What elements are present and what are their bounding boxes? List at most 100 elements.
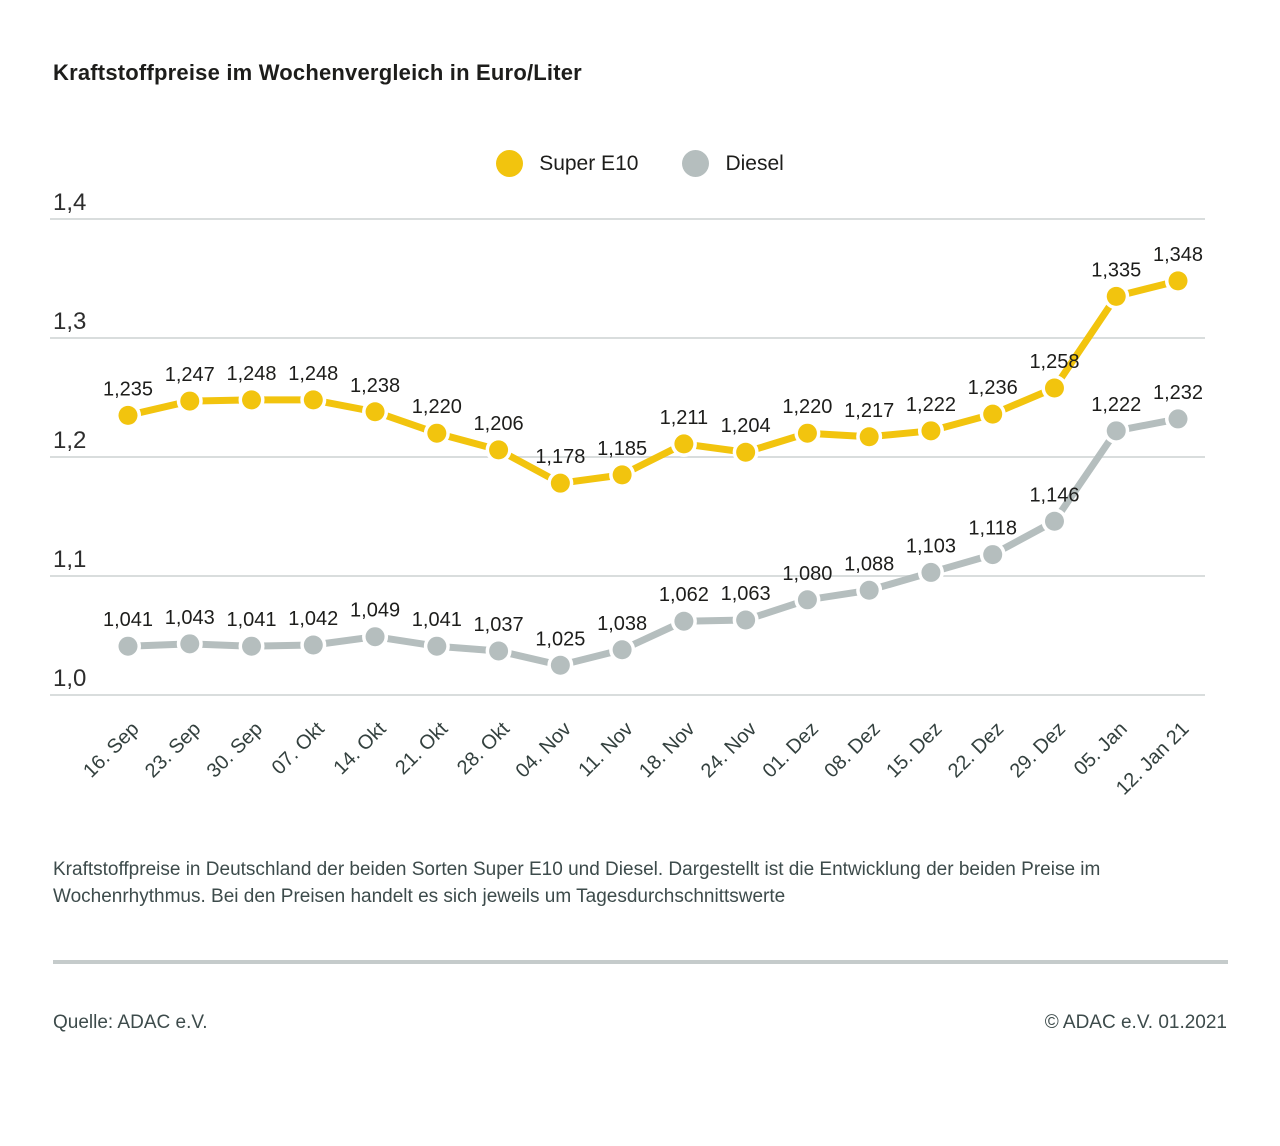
data-point-marker bbox=[489, 641, 509, 661]
data-point-label: 1,185 bbox=[597, 438, 647, 460]
legend-label: Super E10 bbox=[539, 151, 639, 175]
data-point-label: 1,222 bbox=[1091, 394, 1141, 416]
data-point-label: 1,222 bbox=[906, 394, 956, 416]
legend-item: Super E10 bbox=[496, 150, 638, 177]
footer-divider bbox=[53, 960, 1228, 964]
source-text: Quelle: ADAC e.V. bbox=[53, 1012, 208, 1033]
data-point-marker bbox=[118, 636, 138, 656]
x-axis-tick-label: 04. Nov bbox=[512, 718, 576, 782]
data-point-label: 1,049 bbox=[350, 600, 400, 622]
data-point-marker bbox=[303, 390, 323, 410]
copyright-text: © ADAC e.V. 01.2021 bbox=[1044, 1012, 1227, 1033]
page-title: Kraftstoffpreise im Wochenvergleich in E… bbox=[53, 60, 582, 85]
x-axis-tick-label: 15. Dez bbox=[882, 718, 946, 782]
x-axis-tick-label: 23. Sep bbox=[141, 718, 205, 782]
x-axis-tick-label: 05. Jan bbox=[1070, 718, 1132, 780]
data-point-label: 1,146 bbox=[1029, 484, 1079, 506]
data-point-label: 1,204 bbox=[721, 415, 771, 437]
x-axis-tick-label: 28. Okt bbox=[453, 718, 514, 779]
data-point-label: 1,235 bbox=[103, 378, 153, 400]
data-point-label: 1,247 bbox=[165, 364, 215, 386]
data-point-label: 1,025 bbox=[535, 628, 585, 650]
y-axis-tick-label: 1,4 bbox=[53, 189, 86, 216]
data-point-marker bbox=[859, 427, 879, 447]
data-point-label: 1,041 bbox=[226, 609, 276, 631]
data-point-marker bbox=[674, 434, 694, 454]
x-axis-tick-label: 22. Dez bbox=[944, 718, 1008, 782]
data-point-marker bbox=[797, 423, 817, 443]
legend-label: Diesel bbox=[725, 151, 784, 175]
data-point-label: 1,220 bbox=[782, 396, 832, 418]
data-point-marker bbox=[1044, 378, 1064, 398]
legend-dot-icon bbox=[682, 150, 710, 177]
data-point-label: 1,248 bbox=[288, 363, 338, 385]
y-axis-tick-label: 1,3 bbox=[53, 308, 86, 335]
data-point-marker bbox=[1168, 271, 1188, 291]
data-point-marker bbox=[180, 391, 200, 411]
data-point-label: 1,236 bbox=[968, 377, 1018, 399]
legend-dot-icon bbox=[496, 150, 524, 177]
data-point-marker bbox=[736, 442, 756, 462]
data-point-marker bbox=[612, 465, 632, 485]
y-axis-tick-label: 1,2 bbox=[53, 427, 86, 454]
data-point-marker bbox=[921, 421, 941, 441]
data-point-marker bbox=[550, 473, 570, 493]
data-point-label: 1,042 bbox=[288, 608, 338, 630]
x-axis-tick-label: 29. Dez bbox=[1006, 718, 1070, 782]
data-point-marker bbox=[1168, 409, 1188, 429]
data-point-marker bbox=[427, 636, 447, 656]
data-point-marker bbox=[427, 423, 447, 443]
data-point-label: 1,038 bbox=[597, 613, 647, 635]
data-point-label: 1,080 bbox=[782, 563, 832, 585]
data-point-label: 1,041 bbox=[412, 609, 462, 631]
y-axis-tick-label: 1,0 bbox=[53, 665, 86, 692]
data-point-marker bbox=[242, 636, 262, 656]
x-axis-tick-label: 16. Sep bbox=[79, 718, 143, 782]
data-point-marker bbox=[303, 635, 323, 655]
data-point-marker bbox=[1106, 286, 1126, 306]
data-point-label: 1,062 bbox=[659, 584, 709, 606]
x-axis-tick-label: 14. Okt bbox=[329, 718, 390, 779]
data-point-label: 1,211 bbox=[660, 407, 709, 429]
x-axis-tick-label: 07. Okt bbox=[268, 718, 329, 779]
x-axis-tick-label: 18. Nov bbox=[635, 718, 699, 782]
data-point-marker bbox=[1044, 511, 1064, 531]
x-axis-tick-label: 24. Nov bbox=[697, 718, 761, 782]
data-point-marker bbox=[180, 634, 200, 654]
data-point-marker bbox=[736, 610, 756, 630]
data-point-label: 1,206 bbox=[474, 413, 524, 435]
data-point-label: 1,043 bbox=[165, 607, 215, 629]
chart-caption: Kraftstoffpreise in Deutschland der beid… bbox=[53, 859, 1101, 907]
data-point-marker bbox=[983, 404, 1003, 424]
data-point-label: 1,041 bbox=[103, 609, 153, 631]
data-point-marker bbox=[489, 440, 509, 460]
data-point-marker bbox=[550, 655, 570, 675]
data-point-label: 1,232 bbox=[1153, 382, 1203, 404]
data-point-label: 1,248 bbox=[226, 363, 276, 385]
data-point-label: 1,335 bbox=[1091, 259, 1141, 281]
legend-item: Diesel bbox=[682, 150, 784, 177]
data-point-marker bbox=[365, 402, 385, 422]
data-point-label: 1,238 bbox=[350, 375, 400, 397]
data-point-marker bbox=[1106, 421, 1126, 441]
x-axis-tick-label: 21. Okt bbox=[391, 718, 452, 779]
data-point-label: 1,348 bbox=[1153, 244, 1203, 266]
series-line bbox=[127, 277, 1179, 487]
data-point-label: 1,178 bbox=[535, 446, 585, 468]
data-point-marker bbox=[242, 390, 262, 410]
data-point-marker bbox=[859, 580, 879, 600]
data-point-marker bbox=[797, 590, 817, 610]
data-point-marker bbox=[674, 611, 694, 631]
data-point-label: 1,118 bbox=[968, 518, 1017, 540]
x-axis-tick-label: 01. Dez bbox=[759, 718, 823, 782]
data-point-label: 1,258 bbox=[1029, 351, 1079, 373]
data-point-label: 1,103 bbox=[906, 535, 956, 557]
data-point-label: 1,217 bbox=[844, 400, 894, 422]
footer: Quelle: ADAC e.V. © ADAC e.V. 01.2021 bbox=[53, 1012, 1227, 1034]
data-point-label: 1,220 bbox=[412, 396, 462, 418]
data-point-label: 1,088 bbox=[844, 553, 894, 575]
data-point-marker bbox=[365, 627, 385, 647]
data-point-marker bbox=[983, 545, 1003, 565]
